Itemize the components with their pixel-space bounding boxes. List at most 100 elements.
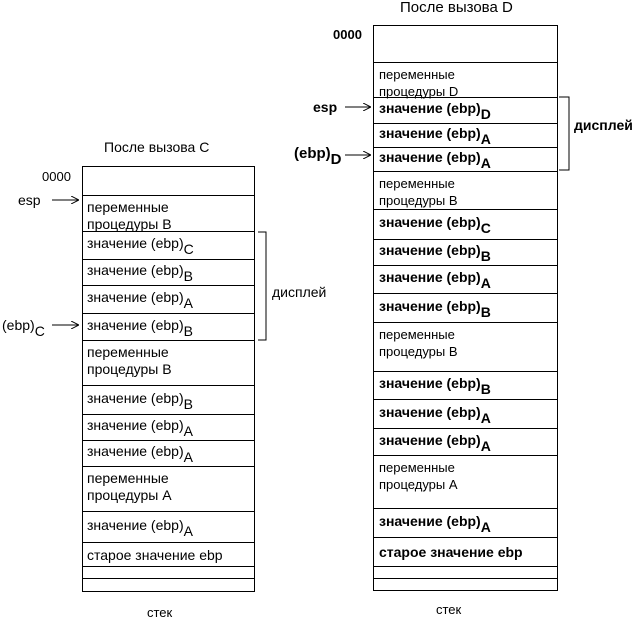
cell-subscript: A [183, 449, 193, 465]
stack-cell: значение (ebp)C [374, 209, 557, 239]
cell-text-line: процедуры B [87, 361, 172, 377]
cell-text-line: процедуры B [379, 193, 458, 208]
cell-value: значение (ebp) [379, 242, 481, 258]
stack-cell: значение (ebp)B [374, 239, 557, 265]
cell-value: значение (ebp) [379, 214, 481, 230]
right-ebp-label: (ebp)D [294, 145, 342, 168]
right-title: После вызова D [400, 0, 513, 16]
stack-cell: значение (ebp)B [374, 371, 557, 399]
stack-empty-slot [83, 578, 254, 579]
stack-empty-slot [83, 566, 254, 567]
cell-text-line: переменные [379, 327, 455, 342]
cell-text-line: переменные [379, 460, 455, 475]
cell-text-line: переменные [87, 470, 169, 486]
stack-cell: значение (ebp)A [374, 123, 557, 147]
stack-cell: старое значение ebp [374, 537, 557, 566]
cell-value: значение (ebp) [87, 317, 184, 333]
cell-value: значение (ebp) [87, 235, 184, 251]
cell-value: значение (ebp) [87, 443, 184, 459]
right-stack-footer: стек [436, 602, 462, 617]
cell-subscript: A [183, 295, 193, 311]
cell-value: значение (ebp) [379, 100, 481, 116]
stack-cell: значение (ebp)D [374, 97, 557, 123]
stack-cell: значение (ebp)A [374, 428, 557, 455]
stack-cell: переменные процедуры B [374, 322, 557, 371]
stack-cell: значение (ebp)A [374, 508, 557, 537]
stack-cell: переменные процедуры B [83, 340, 254, 385]
stack-cell: значение (ebp)B [83, 313, 254, 340]
left-title: После вызова C [104, 139, 210, 155]
stack-cell: переменные процедуры D [374, 62, 557, 99]
cell-value: значение (ebp) [379, 432, 481, 448]
cell-subscript: C [480, 220, 491, 236]
cell-subscript: B [480, 381, 491, 397]
right-zero-address: 0000 [333, 27, 362, 42]
cell-subscript: A [480, 155, 491, 171]
cell-text-line: процедуры A [87, 487, 172, 503]
right-esp-label: esp [313, 99, 338, 115]
stack-cell: переменные процедуры B [83, 195, 254, 232]
left-ebp-label: (ebp)C [2, 317, 45, 339]
cell-subscript: B [183, 323, 193, 339]
cell-text: старое значение ebp [379, 544, 523, 560]
cell-subscript: A [480, 275, 491, 291]
stack-cell: значение (ebp)A [83, 285, 254, 313]
cell-subscript: B [480, 304, 491, 320]
cell-subscript: D [480, 106, 491, 122]
left-stack-footer: стек [147, 605, 173, 620]
cell-text-line: переменные [87, 199, 169, 215]
cell-value: значение (ebp) [379, 125, 481, 141]
stack-empty-slot [374, 578, 557, 579]
left-display-bracket [258, 231, 267, 341]
right-display-bracket [559, 96, 570, 171]
stack-cell: переменные процедуры B [374, 171, 557, 209]
cell-subscript: B [480, 248, 491, 264]
cell-subscript: A [183, 423, 193, 439]
cell-text-line: процедуры D [379, 84, 459, 99]
stack-cell: значение (ebp)B [374, 293, 557, 322]
stack-cell: старое значение ebp [83, 542, 254, 566]
stack-cell: значение (ebp)A [83, 511, 254, 542]
cell-subscript: A [480, 410, 491, 426]
cell-value: значение (ebp) [379, 269, 481, 285]
stack-cell: переменные процедуры A [83, 466, 254, 511]
left-esp-label: esp [18, 192, 41, 208]
left-zero-address: 0000 [42, 169, 71, 184]
cell-value: значение (ebp) [379, 298, 481, 314]
stack-cell: значение (ebp)A [374, 265, 557, 293]
stack-cell: значение (ebp)B [83, 385, 254, 414]
cell-subscript: A [183, 523, 193, 539]
cell-value: значение (ebp) [379, 375, 481, 391]
left-display-label: дисплей [272, 284, 327, 300]
cell-subscript: C [183, 241, 194, 257]
cell-subscript: B [183, 268, 193, 284]
cell-text-line: переменные [379, 67, 455, 82]
cell-text: старое значение ebp [87, 547, 223, 563]
cell-value: значение (ebp) [379, 149, 481, 165]
cell-value: значение (ebp) [87, 289, 184, 305]
stack-cell: значение (ebp)C [83, 231, 254, 259]
stack-cell: значение (ebp)A [374, 399, 557, 428]
cell-value: значение (ebp) [379, 513, 481, 529]
stack-cell: значение (ebp)A [374, 147, 557, 171]
cell-text-line: процедуры B [87, 216, 172, 232]
cell-value: значение (ebp) [87, 390, 184, 406]
cell-text-line: процедуры B [379, 344, 458, 359]
cell-subscript: A [480, 438, 491, 454]
right-display-label: дисплей [574, 117, 633, 133]
stack-empty-slot [374, 566, 557, 567]
cell-text-line: процедуры A [379, 477, 458, 492]
stack-cell: значение (ebp)A [83, 440, 254, 466]
cell-subscript: A [480, 131, 491, 147]
stack-cell: значение (ebp)A [83, 414, 254, 440]
cell-value: значение (ebp) [87, 417, 184, 433]
cell-text-line: переменные [87, 344, 169, 360]
cell-value: значение (ebp) [379, 404, 481, 420]
stack-cell: переменные процедуры A [374, 455, 557, 508]
cell-value: значение (ebp) [87, 517, 184, 533]
cell-subscript: A [480, 519, 491, 535]
cell-value: значение (ebp) [87, 262, 184, 278]
